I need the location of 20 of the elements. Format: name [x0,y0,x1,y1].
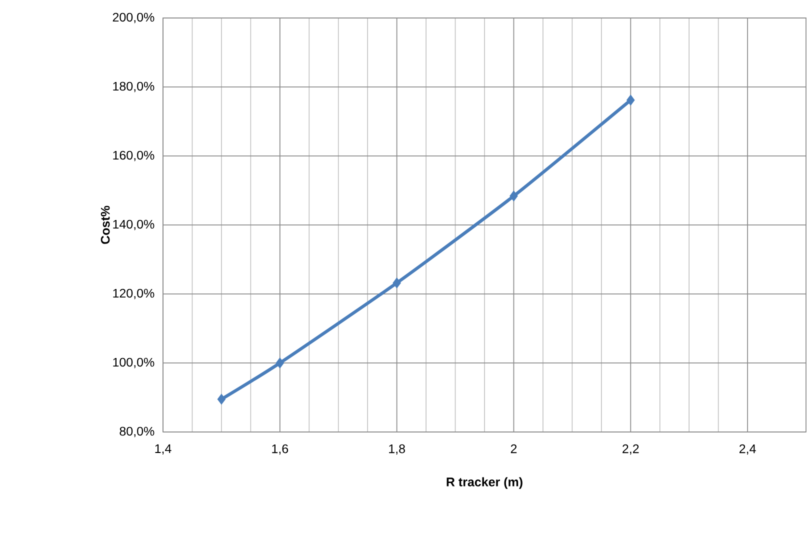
x-tick-label: 2,2 [622,444,639,455]
point [510,190,518,202]
x-tick-label: 2,4 [739,444,756,455]
point [392,277,401,288]
point [626,94,635,106]
y-tick-label: 160,0% [113,150,154,162]
x-tick-label: 1,4 [155,444,172,455]
x-tick-label: 1,6 [272,444,288,455]
x-tick-label: 2 [510,444,517,454]
y-tick-label: 180,0% [113,82,154,92]
point [276,357,284,369]
point [217,394,226,405]
y-tick-label: 120,0% [113,288,154,300]
y-axis-title: Cost% [100,206,110,244]
y-tick-label: 140,0% [113,220,154,230]
x-tick-label: 1,8 [389,444,405,455]
y-tick-label: 80,0% [120,426,154,438]
x-axis-title: R tracker (m) [446,477,522,489]
y-tick-label: 200,0% [112,12,154,24]
y-tick-label: 100,0% [113,358,154,368]
